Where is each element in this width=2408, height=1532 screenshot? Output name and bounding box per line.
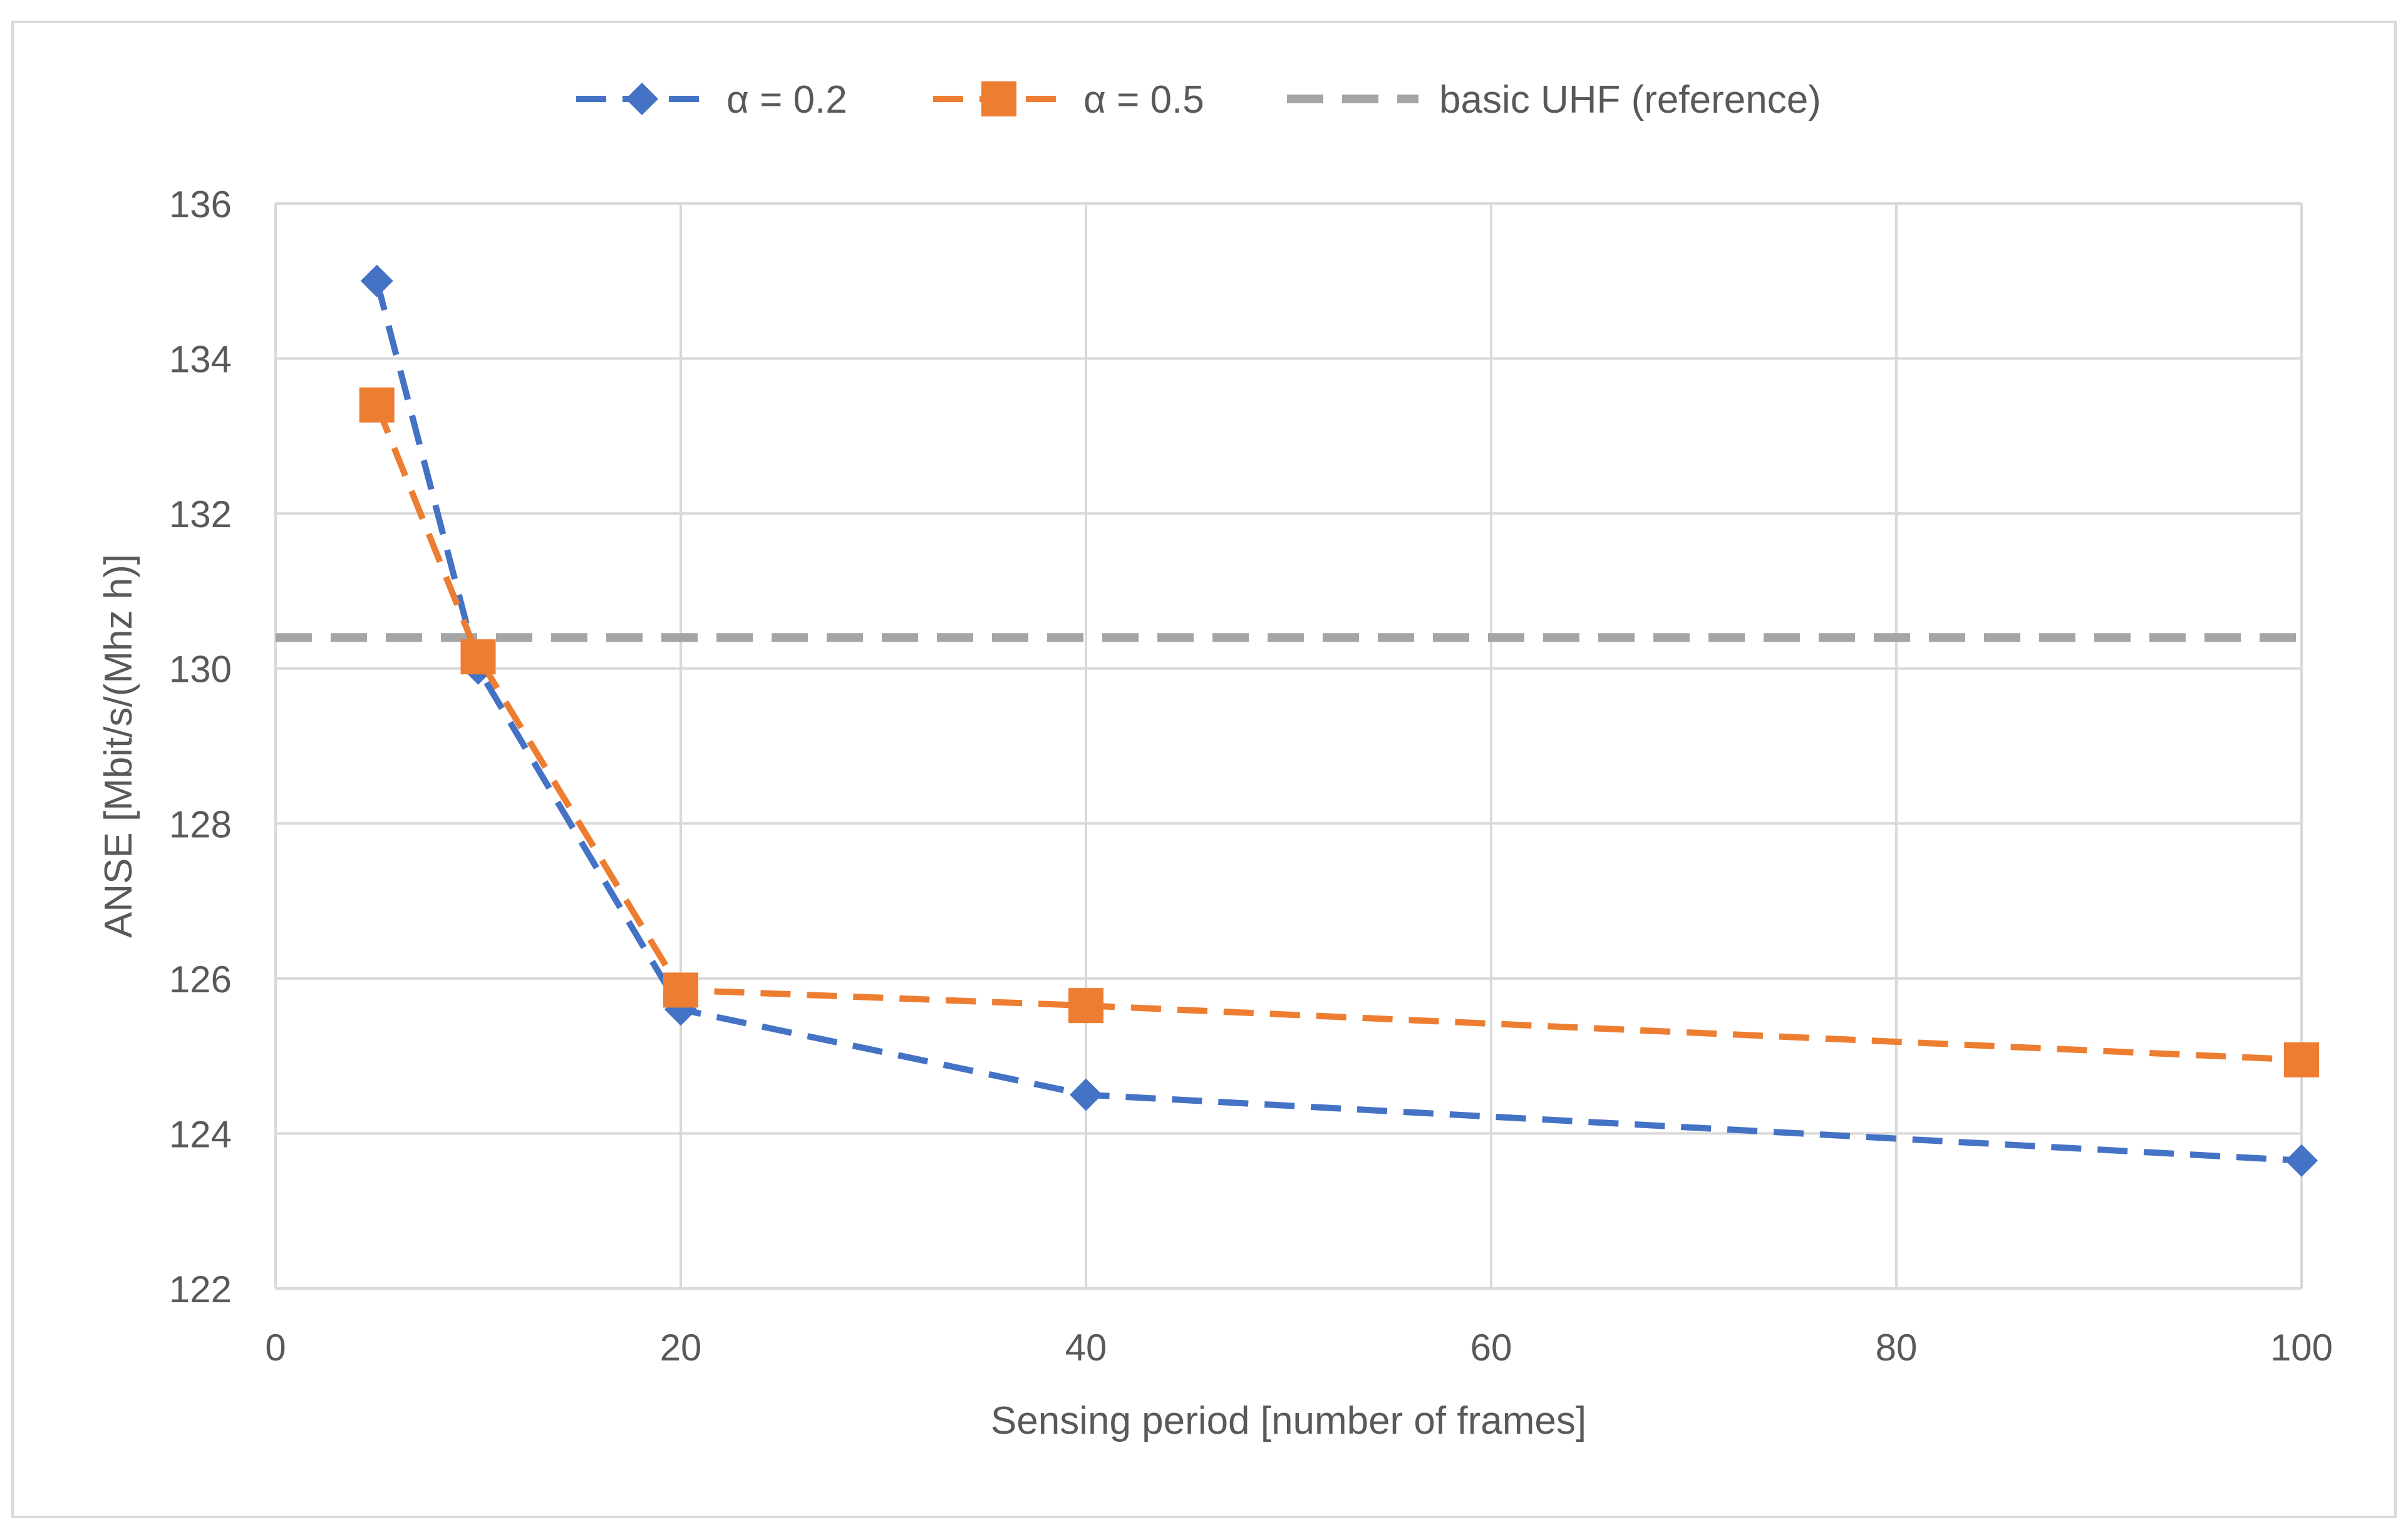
legend-label: α = 0.2 xyxy=(726,78,847,121)
y-tick-label: 136 xyxy=(169,183,232,225)
grid xyxy=(274,202,2303,1290)
square-marker xyxy=(460,639,496,675)
square-marker xyxy=(981,81,1016,116)
y-tick-label: 122 xyxy=(169,1268,232,1310)
y-tick-label: 132 xyxy=(169,493,232,535)
square-marker xyxy=(663,972,698,1008)
y-axis-title: ANSE [Mbit/s/(Mhz h)] xyxy=(97,554,140,938)
x-tick-label: 60 xyxy=(1470,1327,1512,1369)
y-tick-label: 124 xyxy=(169,1113,232,1155)
diamond-marker xyxy=(1070,1078,1102,1111)
legend-item-0: α = 0.2 xyxy=(576,78,847,121)
legend-label: basic UHF (reference) xyxy=(1439,78,1821,121)
plot-series xyxy=(276,264,2319,1177)
square-marker xyxy=(1068,988,1103,1024)
y-tick-label: 134 xyxy=(169,339,232,381)
x-tick-label: 20 xyxy=(660,1327,702,1369)
y-tick-label: 128 xyxy=(169,803,232,845)
diamond-marker xyxy=(2285,1144,2318,1177)
diamond-marker xyxy=(626,83,658,115)
chart-border xyxy=(11,21,2397,1518)
axis-ticks: 122 124 126 128 130 132 134 136 0 20 40 60 80 100 xyxy=(169,183,2333,1369)
x-tick-label: 0 xyxy=(265,1327,286,1369)
square-marker xyxy=(2284,1042,2319,1077)
series-1 xyxy=(359,387,2319,1077)
x-tick-label: 100 xyxy=(2270,1327,2333,1369)
square-marker xyxy=(359,387,395,423)
y-tick-label: 130 xyxy=(169,649,232,691)
x-tick-label: 40 xyxy=(1065,1327,1107,1369)
x-axis-title: Sensing period [number of frames] xyxy=(991,1399,1586,1442)
x-tick-label: 80 xyxy=(1876,1327,1918,1369)
legend-item-2: basic UHF (reference) xyxy=(1287,78,1821,121)
y-tick-label: 126 xyxy=(169,959,232,1000)
legend-label: α = 0.5 xyxy=(1083,78,1204,121)
legend: α = 0.2 α = 0.5 basic UHF (reference) xyxy=(576,78,1821,121)
diamond-marker xyxy=(360,264,393,297)
legend-item-1: α = 0.5 xyxy=(933,78,1204,121)
